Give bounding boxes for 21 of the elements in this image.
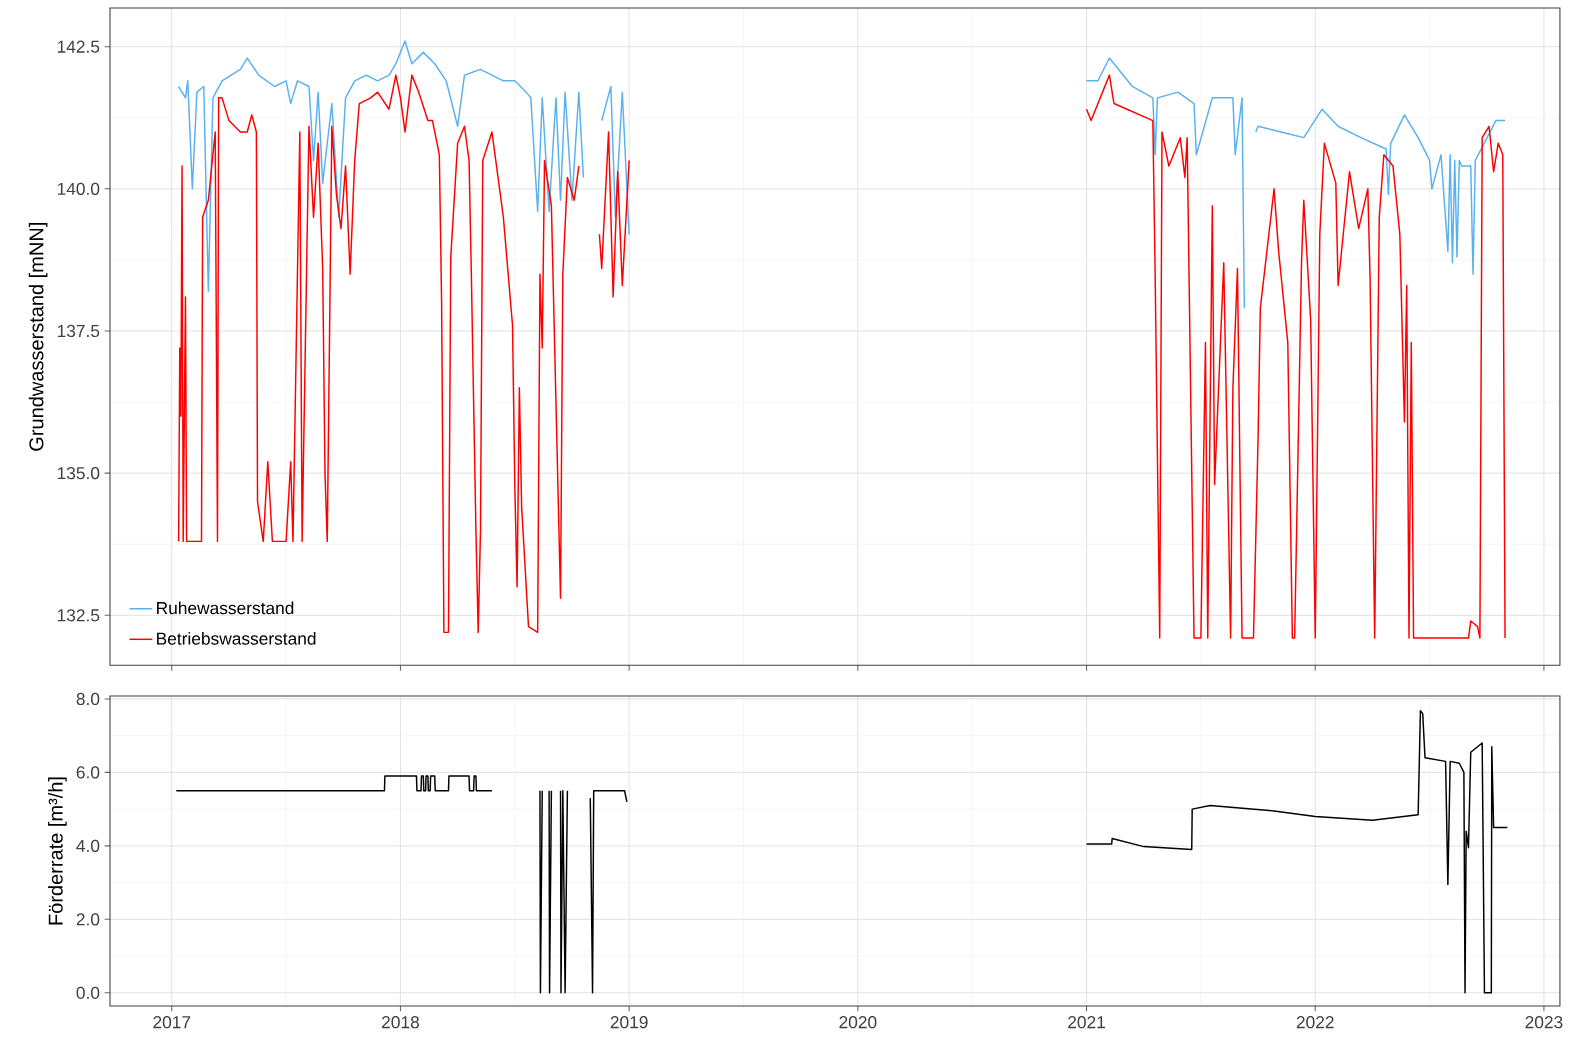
x-tick-label: 2020 xyxy=(839,1016,877,1029)
y-tick-label: 4.0 xyxy=(76,839,100,852)
x-tick-label: 2023 xyxy=(1525,1016,1563,1029)
y-tick-label: 142.5 xyxy=(57,40,100,53)
x-tick-label: 2021 xyxy=(1068,1016,1105,1029)
x-tick-label: 2022 xyxy=(1296,1016,1334,1029)
y-tick-label: 0.0 xyxy=(76,986,100,999)
y-tick-label: 132.5 xyxy=(57,609,100,622)
y-axis-title: Förderrate [m³/h] xyxy=(48,777,67,925)
y-axis-title: Grundwasserstand [mNN] xyxy=(28,223,48,451)
y-tick-label: 2.0 xyxy=(76,913,100,926)
y-tick-label: 135.0 xyxy=(57,467,100,480)
legend-label: Betriebswasserstand xyxy=(157,632,316,645)
y-tick-label: 8.0 xyxy=(76,692,100,706)
x-tick-label: 2019 xyxy=(610,1016,648,1029)
x-tick-label: 2018 xyxy=(382,1016,419,1029)
y-tick-label: 137.5 xyxy=(57,324,100,338)
legend-label: Ruhewasserstand xyxy=(157,601,294,615)
y-tick-label: 6.0 xyxy=(76,766,100,779)
y-tick-label: 140.0 xyxy=(57,182,100,195)
x-tick-label: 2017 xyxy=(153,1016,191,1029)
